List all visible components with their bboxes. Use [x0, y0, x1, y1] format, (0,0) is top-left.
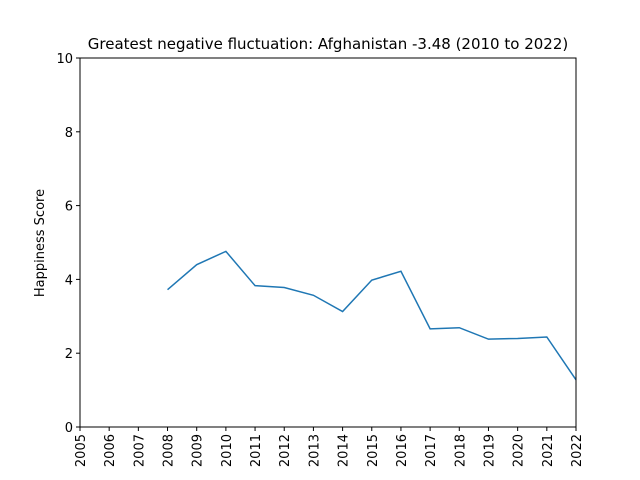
plot-frame: [79, 57, 577, 428]
x-tick-label: 2014: [337, 434, 352, 467]
x-tick-label: 2021: [541, 434, 556, 467]
x-tick-label: 2011: [249, 434, 264, 467]
line: [167, 250, 577, 381]
x-tick-label: 2022: [570, 434, 585, 467]
y-tick-label: 2: [65, 347, 73, 362]
y-axis-label: Happiness Score: [33, 189, 48, 297]
x-tick-label: 2013: [307, 434, 322, 467]
y-tick-label: 0: [65, 421, 73, 436]
y-tick-label: 6: [65, 200, 73, 215]
chart-title: Greatest negative fluctuation: Afghanist…: [88, 35, 568, 53]
x-tick-label: 2005: [74, 434, 89, 467]
x-tick-label: 2012: [278, 434, 293, 467]
y-tick-label: 10: [56, 52, 73, 67]
x-tick-label: 2015: [366, 434, 381, 467]
x-tick-label: 2017: [424, 434, 439, 467]
x-tick-label: 2009: [191, 434, 206, 467]
y-tick-label: 4: [65, 273, 73, 288]
x-tick-label: 2007: [132, 434, 147, 467]
x-tick-label: 2006: [103, 434, 118, 467]
x-tick-label: 2008: [162, 434, 177, 467]
x-tick-label: 2016: [395, 434, 410, 467]
x-tick-label: 2018: [453, 434, 468, 467]
x-tick-label: 2010: [220, 434, 235, 467]
x-tick-label: 2019: [482, 434, 497, 467]
y-tick-label: 8: [65, 126, 73, 141]
x-tick-label: 2020: [512, 434, 527, 467]
